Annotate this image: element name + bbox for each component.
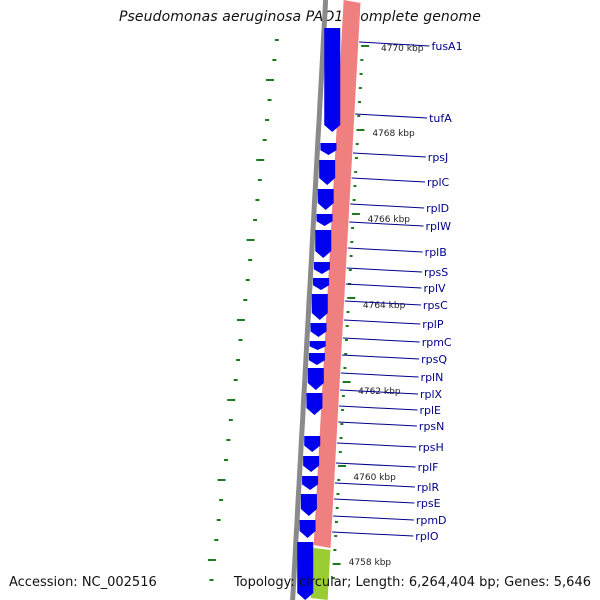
gene-label-rplF: rplF [418,461,439,474]
leader-line [339,405,418,411]
leader-line [335,462,416,468]
leader-line [351,177,426,183]
gene-label-rplR: rplR [417,481,440,494]
gene-label-rplE: rplE [419,404,441,417]
cds-arrow-9 [311,294,328,320]
gene-label-rplD: rplD [426,202,449,215]
leader-line [340,372,419,378]
gene-label-fusA1: fusA1 [431,40,462,53]
leader-line [350,203,425,209]
cds-arrow-15 [304,436,321,452]
leader-line [349,221,424,227]
cds-arrow-10 [310,323,327,337]
leader-line [352,152,426,158]
gene-label-rpsS: rpsS [424,266,448,279]
cds-arrow-12 [308,353,325,365]
accession-text: Accession: NC_002516 [9,575,157,590]
leader-line [342,337,420,343]
pink-track [313,0,361,548]
scale-label: 4766 kbp [368,215,411,225]
gene-label-rpsH: rpsH [418,441,444,454]
leader-line [343,319,421,325]
leader-line [339,389,419,395]
leader-line [347,247,423,253]
leader-line [338,421,417,427]
cds-arrow-18 [300,494,317,516]
leader-line [346,267,423,273]
leader-line [355,113,428,119]
scale-label: 4760 kbp [353,473,396,483]
cds-arrow-20 [297,542,314,600]
gene-label-rplV: rplV [423,282,446,295]
map-title: Pseudomonas aeruginosa PAO1, complete ge… [118,9,481,25]
gene-label-rplO: rplO [415,530,439,543]
cds-arrow-5 [316,214,333,226]
gene-label-tufA: tufA [429,112,452,125]
scale-label: 4770 kbp [381,44,424,54]
cds-arrow-17 [302,476,319,490]
gene-label-rpsJ: rpsJ [428,151,448,164]
cds-arrow-6 [315,230,332,258]
cds-arrow-16 [303,456,320,472]
gene-label-rpsN: rpsN [419,420,444,433]
scale-label: 4768 kbp [372,129,415,139]
leader-line [344,300,421,306]
cds-arrow-11 [309,341,326,350]
cds-arrow-13 [307,368,324,390]
gene-label-rpsC: rpsC [423,299,448,312]
gene-label-rplW: rplW [426,220,452,233]
scale-label: 4764 kbp [363,301,406,311]
cds-arrow-19 [299,520,316,538]
cds-arrow-4 [317,189,334,210]
gene-label-rplC: rplC [427,176,450,189]
cds-arrow-1 [324,28,341,132]
cds-arrow-14 [306,393,323,415]
leader-line [333,498,415,504]
leader-line [337,442,417,448]
gene-label-rplN: rplN [421,371,444,384]
gene-label-rplX: rplX [420,388,443,401]
gene-label-rpsQ: rpsQ [421,353,447,366]
cds-arrow-7 [313,262,330,274]
gene-label-rplP: rplP [422,318,444,331]
gene-label-rplB: rplB [425,246,447,259]
leader-line [332,531,414,537]
leader-line [359,41,430,47]
cds-arrow-8 [313,278,330,290]
cds-arrow-3 [319,160,336,185]
gene-label-rpmC: rpmC [422,336,452,349]
backbone-line [290,0,329,600]
green-track [310,548,331,600]
cds-arrow-2 [320,143,337,155]
gene-label-rpmD: rpmD [416,514,447,527]
leader-line [333,515,414,521]
leader-line [334,482,415,488]
leader-line [345,283,422,289]
topology-summary: Topology: circular; Length: 6,264,404 bp… [233,575,591,590]
scale-label: 4758 kbp [349,558,392,568]
gene-label-rpsE: rpsE [416,497,440,510]
leader-line [341,354,420,360]
